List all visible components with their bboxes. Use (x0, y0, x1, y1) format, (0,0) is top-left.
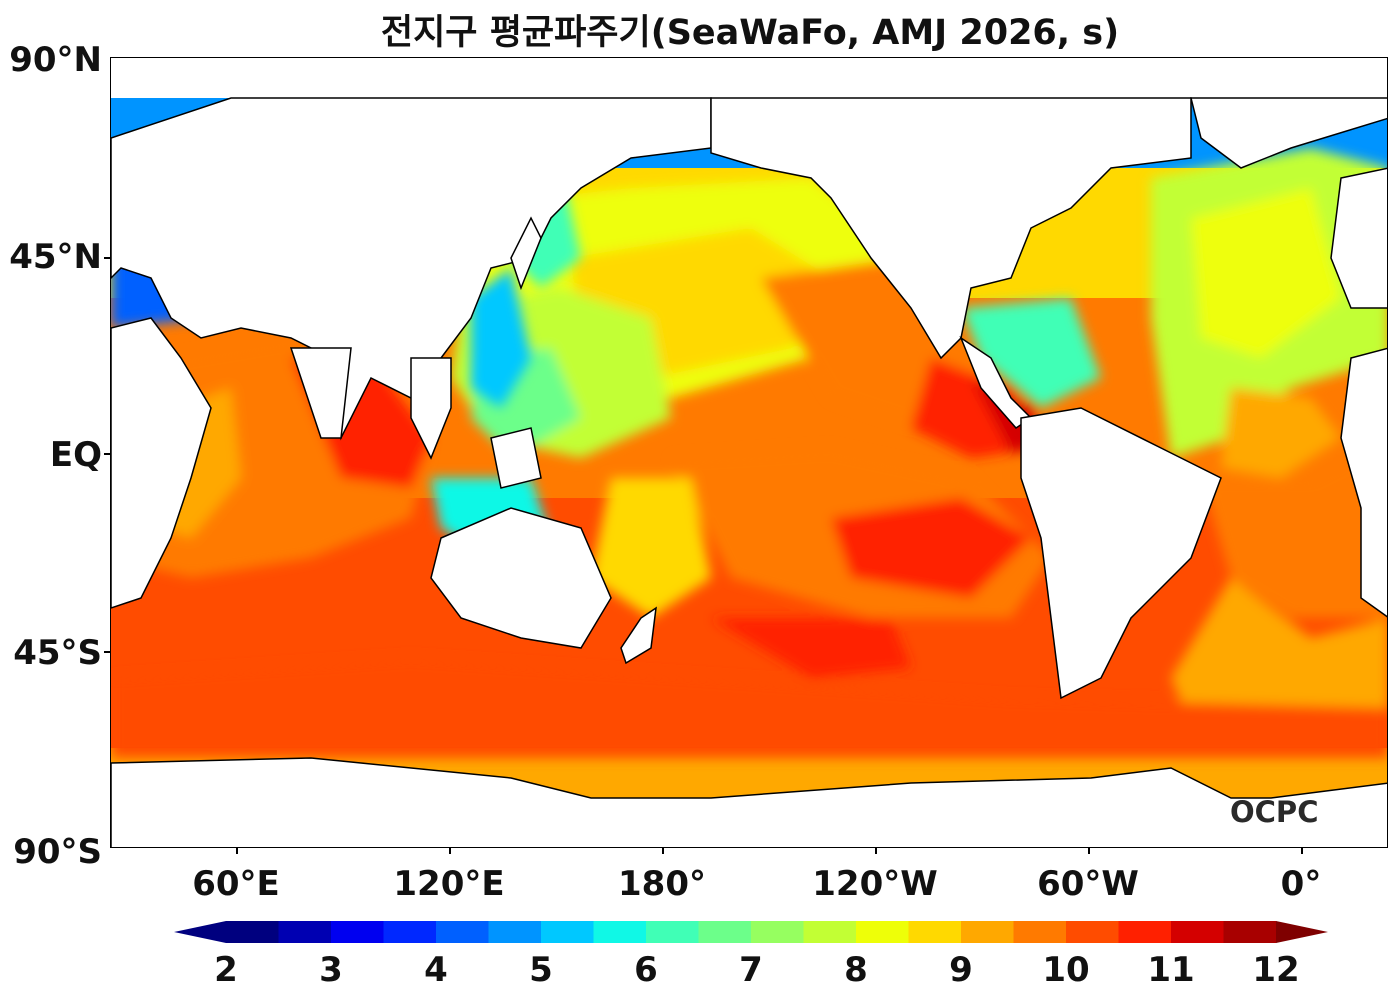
lat-label-90n: 90°N (9, 40, 102, 80)
colorbar-bin (1223, 921, 1277, 943)
land-borneo (490, 427, 542, 489)
colorbar-bin (803, 921, 857, 943)
colorbar-bin (646, 921, 699, 943)
lat-tick (104, 257, 110, 259)
lat-label-45s: 45°S (13, 633, 102, 673)
colorbar-bin (436, 921, 489, 943)
land-south-america (1020, 407, 1222, 700)
colorbar-tick-label: 3 (319, 950, 343, 990)
land-africa (111, 317, 212, 609)
ocean-band-11-13 (591, 478, 711, 618)
colorbar-tick-label: 10 (1042, 950, 1090, 990)
colorbar-bin (751, 921, 804, 943)
colorbar-tick-label: 12 (1252, 950, 1300, 990)
colorbar-tick-label: 8 (844, 950, 868, 990)
ocean-band-11-17 (711, 618, 911, 678)
lon-label-0: 0° (1280, 864, 1322, 904)
colorbar-bin (1118, 921, 1172, 943)
colorbar-under-arrow (174, 921, 226, 943)
lon-tick (662, 848, 664, 854)
lon-tick (449, 848, 451, 854)
colorbar-bin (961, 921, 1014, 943)
lon-label-120w: 120°W (812, 864, 938, 904)
lat-label-eq: EQ (49, 435, 102, 475)
colorbar-tick-label: 2 (214, 950, 238, 990)
lat-label-90s: 90°S (13, 832, 102, 872)
colorbar-tick-label: 7 (739, 950, 763, 990)
lon-label-60w: 60°W (1037, 864, 1139, 904)
lon-label-120e: 120°E (393, 864, 505, 904)
lon-tick (1301, 848, 1303, 854)
wave-period-map (110, 57, 1388, 848)
colorbar-bin (1013, 921, 1067, 943)
colorbar-bin (593, 921, 647, 943)
lat-label-45n: 45°N (9, 237, 102, 277)
colorbar (174, 921, 1328, 943)
colorbar-tick-label: 11 (1147, 950, 1195, 990)
land-greenland (1190, 97, 1387, 169)
map-title: 전지구 평균파주기(SeaWaFo, AMJ 2026, s) (380, 13, 1120, 53)
lat-tick (104, 651, 110, 653)
colorbar-bin (856, 921, 909, 943)
colorbar-bin (278, 921, 332, 943)
lon-tick (236, 848, 238, 854)
land-india (289, 347, 352, 439)
ocean-band-11-6 (471, 268, 531, 408)
ocean-band-11-16 (111, 658, 1387, 758)
colorbar-bin (383, 921, 437, 943)
ocean-band-11-17 (831, 498, 1031, 598)
colorbar-bin (331, 921, 384, 943)
lon-label-60e: 60°E (192, 864, 280, 904)
lon-tick (1088, 848, 1090, 854)
colorbar-bin (541, 921, 594, 943)
ocpc-logo: OCPC (1230, 795, 1319, 829)
ocean-band-11-8 (961, 298, 1101, 408)
land-europe (1330, 167, 1387, 309)
colorbar-over-arrow (1276, 921, 1328, 943)
land-australia (430, 507, 612, 649)
lat-tick (104, 453, 110, 455)
land-west-africa (1340, 347, 1387, 618)
land-indochina (410, 357, 452, 460)
ocean-band-11-15 (1201, 439, 1387, 618)
land-japan (510, 216, 542, 291)
colorbar-bin (1066, 921, 1119, 943)
colorbar-tick-label: 6 (634, 950, 658, 990)
land-masses (111, 97, 1387, 847)
colorbar-bin (1171, 921, 1224, 943)
colorbar-tick-label: 4 (424, 950, 448, 990)
colorbar-bin (908, 921, 962, 943)
map-canvas (111, 97, 1387, 847)
ocean-band-11-12 (1191, 188, 1341, 358)
land-antarctica (111, 757, 1387, 847)
colorbar-bin (698, 921, 752, 943)
land-new-zealand (620, 606, 657, 665)
ocean-band-11-14 (1221, 388, 1341, 478)
colorbar-bin (226, 921, 279, 943)
lon-tick (875, 848, 877, 854)
lon-label-180: 180° (618, 864, 706, 904)
colorbar-tick-label: 9 (949, 950, 973, 990)
colorbar-tick-label: 5 (529, 950, 553, 990)
colorbar-bin (488, 921, 542, 943)
